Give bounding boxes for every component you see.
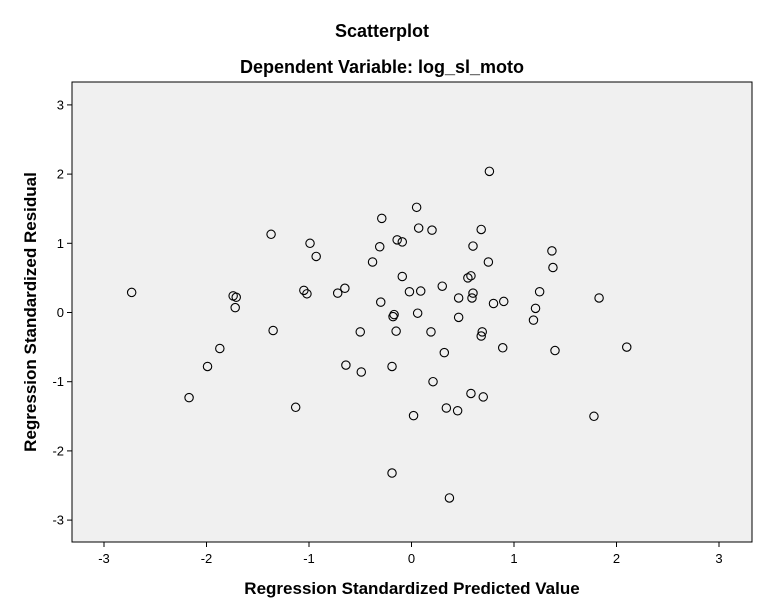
data-point: [397, 271, 408, 282]
data-point: [367, 257, 378, 267]
y-tick-label: -2: [52, 443, 64, 458]
chart-subtitle: Dependent Variable: log_sl_moto: [240, 57, 524, 77]
y-tick-label: 1: [57, 236, 64, 251]
data-point: [202, 361, 213, 372]
x-tick-label: 3: [715, 551, 722, 566]
data-point: [476, 331, 486, 341]
data-point: [428, 376, 438, 387]
data-point: [388, 311, 398, 322]
data-point: [374, 242, 385, 252]
data-point: [444, 493, 455, 503]
data-point: [387, 468, 397, 478]
data-point: [126, 287, 137, 298]
data-point: [375, 297, 386, 307]
data-point: [548, 262, 558, 273]
data-point: [290, 402, 301, 413]
chart-title: Scatterplot: [335, 21, 429, 41]
data-point: [311, 251, 321, 262]
data-point: [356, 367, 367, 377]
data-point: [466, 388, 476, 399]
data-point: [437, 281, 447, 291]
data-point: [467, 293, 477, 303]
data-point: [452, 406, 463, 416]
x-tick-label: 0: [408, 551, 415, 566]
data-point: [468, 288, 478, 298]
data-point: [478, 392, 488, 402]
y-tick-label: 0: [57, 305, 64, 320]
data-point: [389, 309, 399, 320]
data-point: [412, 308, 423, 318]
x-tick-label: 1: [510, 551, 517, 566]
data-point: [468, 241, 478, 251]
data-point: [268, 325, 278, 336]
data-point: [184, 392, 194, 403]
data-point: [484, 166, 495, 177]
data-point: [397, 237, 408, 247]
data-point: [547, 246, 557, 256]
data-point: [415, 286, 426, 296]
y-axis-title: Regression Standardized Residual: [21, 172, 40, 452]
x-tick-label: -2: [201, 551, 213, 566]
x-tick-label: -1: [303, 551, 315, 566]
y-tick-label: -1: [52, 374, 64, 389]
x-tick-label: -3: [98, 551, 110, 566]
data-point: [441, 403, 452, 413]
data-point: [266, 229, 276, 240]
data-point: [453, 312, 464, 323]
data-point: [550, 345, 560, 356]
data-point: [408, 410, 419, 421]
data-point: [589, 411, 599, 422]
data-point: [498, 296, 509, 307]
x-axis-title: Regression Standardized Predicted Value: [244, 579, 579, 598]
data-point: [466, 271, 476, 281]
data-point: [305, 238, 315, 249]
data-point: [391, 326, 401, 336]
data-points: [126, 166, 632, 503]
data-point: [427, 225, 437, 235]
data-point: [355, 327, 365, 337]
data-point: [392, 235, 402, 245]
data-point: [302, 289, 312, 299]
data-point: [426, 327, 436, 337]
data-point: [231, 292, 241, 303]
data-point: [530, 303, 541, 314]
data-point: [411, 202, 422, 213]
data-point: [340, 283, 350, 294]
y-tick-label: 2: [57, 167, 64, 182]
data-point: [483, 257, 494, 267]
data-point: [332, 288, 343, 298]
data-point: [497, 343, 508, 353]
data-point: [528, 315, 539, 325]
data-point: [387, 361, 397, 372]
data-point: [477, 327, 487, 337]
data-point: [215, 343, 225, 354]
data-point: [621, 342, 632, 352]
data-point: [476, 224, 486, 235]
data-point: [463, 273, 473, 283]
x-tick-label: 2: [613, 551, 620, 566]
data-point: [413, 223, 424, 233]
x-axis: -3 -2 -1 0 1 2 3: [98, 542, 723, 566]
data-point: [594, 293, 604, 303]
data-point: [341, 360, 351, 370]
data-point: [299, 285, 309, 296]
data-point: [377, 213, 387, 224]
y-axis: -3 -2 -1 0 1 2 3: [52, 97, 72, 528]
data-point: [534, 286, 545, 297]
data-point: [439, 347, 450, 358]
data-point: [453, 293, 464, 303]
data-point: [488, 298, 499, 309]
data-point: [230, 302, 240, 313]
y-tick-label: 3: [57, 97, 64, 112]
plot-area: [71, 81, 753, 543]
y-tick-label: -3: [52, 513, 64, 528]
data-point: [404, 286, 415, 297]
